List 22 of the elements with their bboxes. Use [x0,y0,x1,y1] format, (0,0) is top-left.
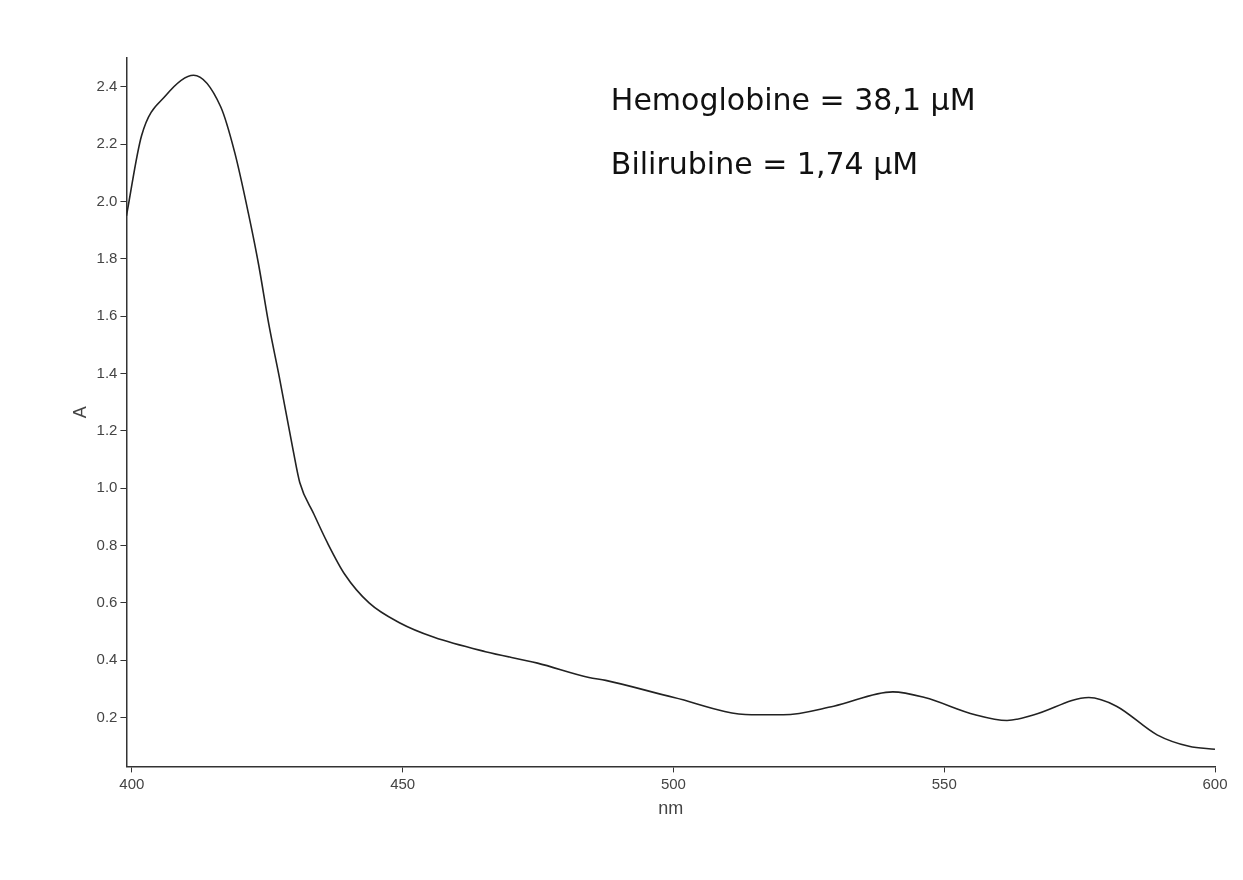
x-tick-label: 450 [390,774,416,792]
line-series [126,74,1215,750]
y-tick-label: 1.2 [96,420,118,438]
x-tick-label: 600 [1202,774,1228,792]
y-tick-label: 0.8 [96,535,118,553]
y-tick-label: 2.2 [96,134,118,152]
y-tick-label: 0.2 [96,707,118,725]
y-tick-label: 1.6 [96,306,118,324]
annotation: Bilirubine = 1,74 µM [610,146,919,181]
y-axis-title: A [69,406,90,419]
x-axis-title: nm [658,798,684,819]
y-tick-label: 1.0 [96,478,118,496]
x-tick-label: 400 [119,774,145,792]
y-tick-label: 0.4 [96,650,118,668]
y-tick-label: 0.6 [96,593,118,611]
y-tick-label: 2.0 [96,191,118,209]
y-tick-label: 1.8 [96,248,118,266]
y-tick-label: 1.4 [96,363,118,381]
y-tick-label: 2.4 [96,76,118,94]
x-tick-label: 500 [660,774,686,792]
annotation: Hemoglobine = 38,1 µM [610,82,976,117]
x-tick-label: 550 [931,774,957,792]
